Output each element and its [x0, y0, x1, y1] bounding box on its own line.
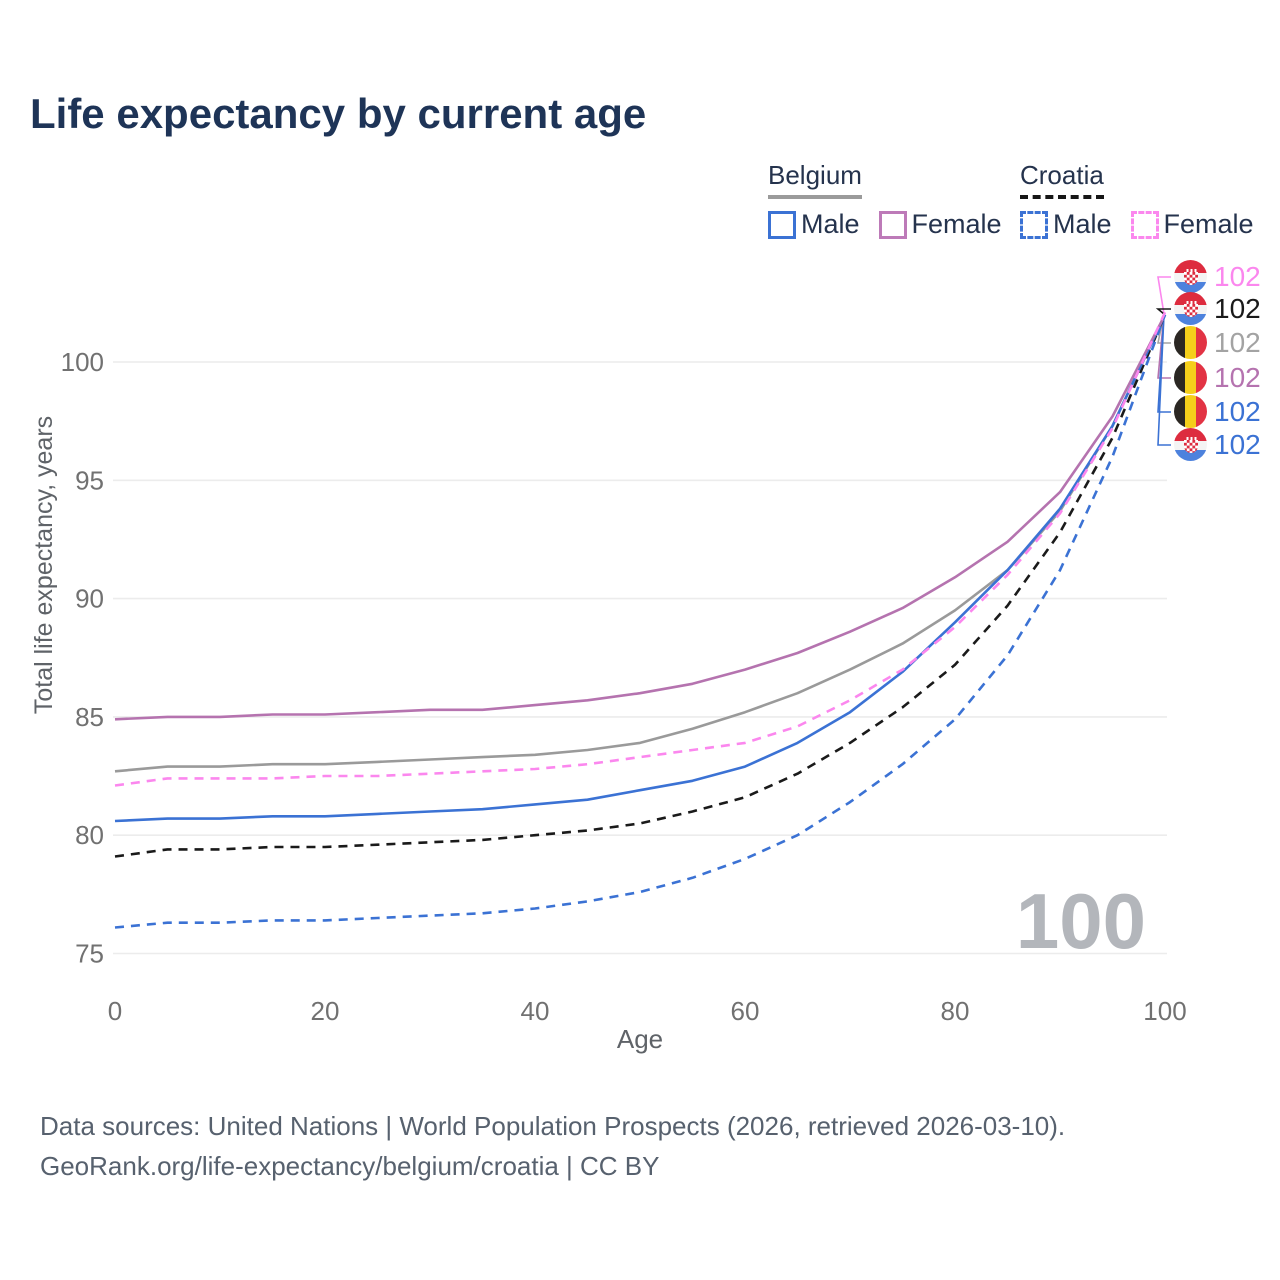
y-tick-80: 80 — [75, 820, 104, 850]
end-value: 102 — [1214, 292, 1261, 324]
x-axis-title: Age — [617, 1024, 663, 1054]
legend-item-label: Female — [1163, 209, 1254, 239]
legend-items-belgium: Male Female — [768, 209, 1002, 240]
end-label-belgium-female: 102 — [1174, 361, 1261, 394]
legend-item-label: Male — [1053, 209, 1112, 239]
legend-item-belgium-male[interactable]: Male — [768, 209, 860, 240]
legend-item-belgium-female[interactable]: Female — [878, 209, 1002, 240]
end-value: 102 — [1214, 361, 1261, 393]
line-belgium-male[interactable] — [114, 314, 1167, 823]
end-label-belgium-male: 102 — [1174, 395, 1261, 428]
legend-item-croatia-male[interactable]: Male — [1020, 209, 1112, 240]
belgium-female-line-swatch — [878, 210, 907, 239]
croatia-male-line-swatch — [1020, 210, 1048, 239]
legend-item-label: Male — [801, 209, 860, 239]
footer-attribution: Data sources: United Nations | World Pop… — [40, 1106, 1065, 1186]
belgium-flag-icon — [1174, 326, 1207, 359]
end-value: 102 — [1214, 260, 1261, 292]
line-croatia-all[interactable] — [114, 314, 1167, 858]
gridlines — [113, 361, 1167, 955]
connector-5 — [1157, 313, 1171, 446]
legend-group-belgium: Belgium Male Female — [768, 160, 1002, 240]
x-tick-60: 60 — [731, 996, 760, 1026]
y-axis-title: Total life expectancy, years — [30, 416, 58, 714]
connector-0 — [1157, 276, 1171, 315]
connector-1 — [1155, 308, 1171, 315]
legend-item-label: Female — [911, 209, 1002, 239]
belgium-flag-icon — [1174, 395, 1207, 428]
legend-group-croatia: Croatia Male Female — [1020, 160, 1254, 240]
y-tick-95: 95 — [75, 465, 104, 495]
croatia-flag-icon — [1174, 260, 1207, 293]
end-label-croatia-male: 102 — [1174, 428, 1261, 461]
croatia-female-line-swatch — [1130, 210, 1159, 239]
x-tick-100: 100 — [1143, 996, 1186, 1026]
end-value: 102 — [1214, 326, 1261, 358]
line-croatia-male[interactable] — [114, 314, 1167, 929]
x-tick-80: 80 — [941, 996, 970, 1026]
y-tick-100: 100 — [61, 347, 104, 377]
belgium-male-line-swatch — [768, 210, 796, 239]
x-tick-0: 0 — [108, 996, 122, 1026]
source-url-line: GeoRank.org/life-expectancy/belgium/croa… — [40, 1151, 660, 1181]
series-lines — [114, 311, 1167, 929]
y-tick-75: 75 — [75, 939, 104, 969]
end-value: 102 — [1214, 428, 1261, 460]
croatia-flag-icon — [1174, 292, 1207, 325]
x-tick-40: 40 — [521, 996, 550, 1026]
croatia-flag-icon — [1174, 428, 1207, 461]
x-tick-20: 20 — [311, 996, 340, 1026]
belgium-flag-icon — [1174, 361, 1207, 394]
x-axis-tick-labels: 0 20 40 60 80 100 — [108, 996, 1187, 1026]
legend-items-croatia: Male Female — [1020, 209, 1254, 240]
legend-item-croatia-female[interactable]: Female — [1130, 209, 1254, 240]
page-title: Life expectancy by current age — [30, 90, 647, 137]
data-sources-line: Data sources: United Nations | World Pop… — [40, 1111, 1066, 1141]
y-tick-85: 85 — [75, 702, 104, 732]
legend-country-croatia[interactable]: Croatia — [1020, 160, 1104, 199]
line-belgium-female[interactable] — [114, 314, 1167, 721]
end-label-belgium-both-sexes: 102 — [1174, 326, 1261, 359]
legend-country-belgium[interactable]: Belgium — [768, 160, 862, 199]
end-label-croatia-both-sexes: 102 — [1174, 292, 1261, 325]
line-belgium-all[interactable] — [114, 314, 1167, 773]
age-watermark: 100 — [1016, 877, 1146, 965]
y-axis-tick-labels: 75 80 85 90 95 100 — [61, 347, 104, 969]
end-label-connectors — [1155, 276, 1171, 446]
end-value: 102 — [1214, 395, 1261, 427]
y-tick-90: 90 — [75, 584, 104, 614]
end-label-croatia-female: 102 — [1174, 260, 1261, 293]
